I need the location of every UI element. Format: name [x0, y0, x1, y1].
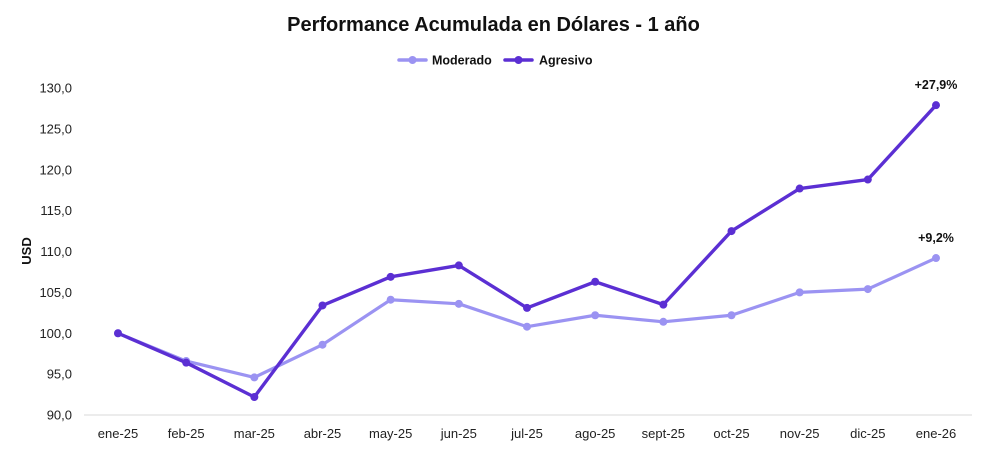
- x-tick-label: jun-25: [440, 426, 477, 441]
- legend-item: Moderado: [397, 54, 492, 68]
- x-tick-label: jul-25: [510, 426, 543, 441]
- x-tick-label: ago-25: [575, 426, 615, 441]
- end-label-agresivo: +27,9%: [915, 78, 958, 92]
- data-point: [863, 285, 872, 294]
- data-point: [386, 272, 395, 281]
- x-axis-ticks: ene-25 feb-25 mar-25 abr-25 may-25 jun-25 jul-…: [98, 426, 956, 441]
- x-tick-label: mar-25: [234, 426, 275, 441]
- y-tick-label: 100,0: [39, 326, 72, 341]
- legend-marker: [408, 56, 417, 64]
- data-point: [182, 358, 191, 367]
- y-axis-ticks: 90,0 95,0 100,0 105,0 110,0 115,0 120,0 125,0 13…: [39, 81, 72, 423]
- x-tick-label: ene-25: [98, 426, 138, 441]
- data-point: [591, 277, 600, 286]
- data-point: [114, 329, 122, 338]
- y-tick-label: 115,0: [40, 203, 72, 218]
- y-tick-label: 120,0: [39, 162, 72, 177]
- legend-label: Moderado: [432, 54, 492, 68]
- x-tick-label: nov-25: [780, 426, 820, 441]
- end-label-moderado: +9,2%: [918, 231, 954, 245]
- data-point: [454, 299, 463, 308]
- series-agresivo: [114, 101, 940, 402]
- data-point: [454, 261, 463, 270]
- data-point: [727, 227, 736, 236]
- data-point: [932, 254, 940, 263]
- data-point: [523, 322, 531, 331]
- legend: Moderado Agresivo: [397, 54, 593, 68]
- legend-marker: [514, 56, 523, 64]
- data-point: [591, 311, 600, 320]
- data-point: [250, 393, 259, 402]
- y-tick-label: 105,0: [39, 285, 72, 300]
- data-point: [932, 101, 940, 110]
- data-point: [659, 317, 668, 326]
- data-point: [727, 311, 736, 320]
- x-tick-label: sept-25: [642, 426, 685, 441]
- chart-title: Performance Acumulada en Dólares - 1 año: [287, 14, 700, 36]
- data-point: [318, 340, 327, 349]
- x-tick-label: oct-25: [713, 426, 749, 441]
- data-point: [523, 303, 531, 312]
- data-point: [659, 300, 668, 309]
- y-axis-title: USD: [19, 237, 34, 264]
- x-tick-label: abr-25: [304, 426, 342, 441]
- data-point: [795, 288, 804, 297]
- data-point: [386, 295, 395, 304]
- series-line: [116, 256, 938, 379]
- series-layer: [114, 101, 940, 402]
- x-tick-label: feb-25: [168, 426, 205, 441]
- data-point: [250, 373, 259, 382]
- x-tick-label: may-25: [369, 426, 412, 441]
- y-tick-label: 95,0: [47, 367, 72, 382]
- x-tick-label: ene-26: [916, 426, 956, 441]
- data-point: [795, 184, 804, 193]
- legend-item: Agresivo: [503, 54, 593, 68]
- series-moderado: [114, 254, 940, 382]
- data-point: [318, 301, 327, 310]
- y-tick-label: 130,0: [39, 81, 72, 96]
- y-tick-label: 125,0: [39, 121, 72, 136]
- data-labels: +9,2% +27,9%: [915, 78, 958, 245]
- x-tick-label: dic-25: [850, 426, 885, 441]
- series-line: [116, 103, 938, 399]
- legend-label: Agresivo: [539, 54, 593, 68]
- y-tick-label: 110,0: [40, 244, 72, 259]
- y-tick-label: 90,0: [47, 408, 72, 423]
- data-point: [863, 175, 872, 184]
